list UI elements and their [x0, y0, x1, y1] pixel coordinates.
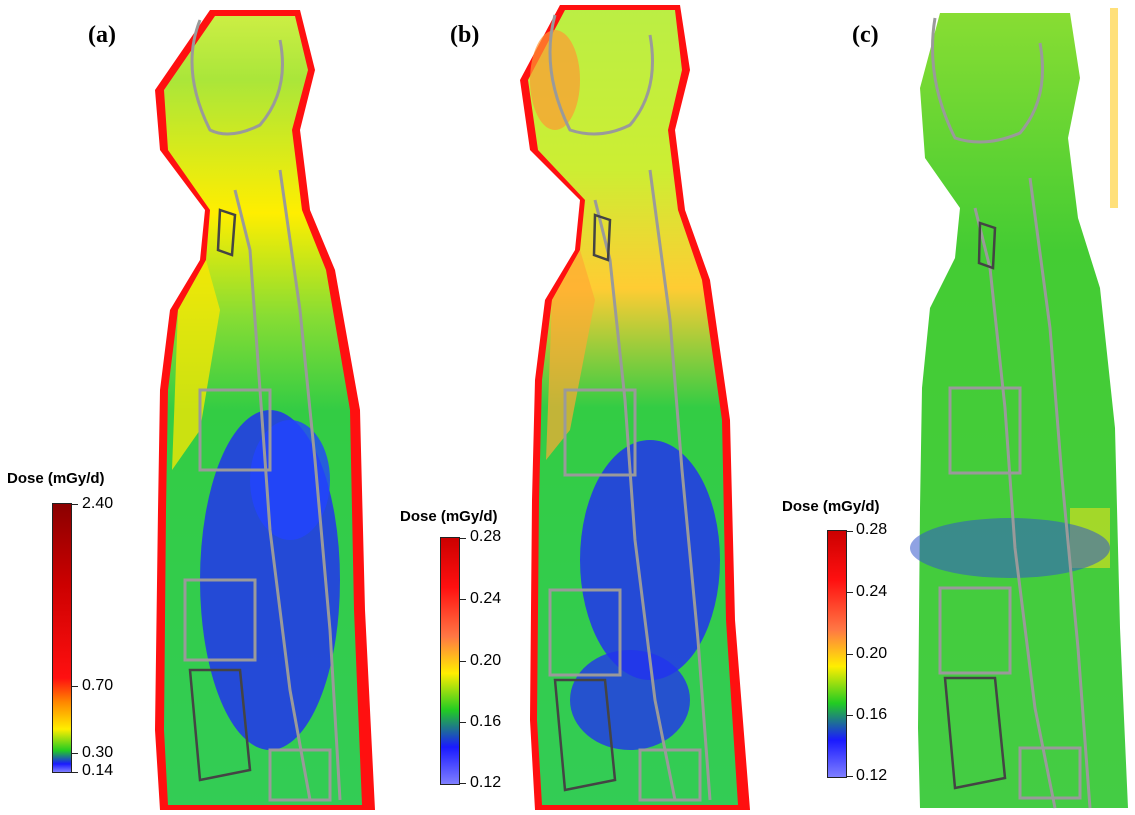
panel-c-tick-2: 0.20: [856, 645, 888, 662]
panel-c-tick-1: 0.24: [856, 583, 888, 600]
panel-c-low-dose-region: [910, 518, 1110, 578]
panel-b-tick-0: 0.28: [470, 528, 502, 545]
panel-a-label: (a): [88, 22, 116, 48]
panel-a-colorbar: [52, 503, 72, 773]
panel-a: (a): [0, 0, 380, 815]
panel-b-tick-3: 0.16: [470, 713, 502, 730]
panel-a-tick-2: 0.30: [82, 744, 114, 761]
panel-c-colorbar: [827, 530, 847, 778]
panel-a-dose-map: [155, 10, 375, 810]
panel-b-tick-1: 0.24: [470, 590, 502, 607]
panel-c-tick-0: 0.28: [856, 521, 888, 538]
panel-a-tick-3: 0.14: [82, 762, 114, 779]
panel-b: (b) Dose (mGy/d: [380, 0, 760, 815]
panel-a-tick-0: 2.40: [82, 495, 114, 512]
panel-c-tick-4: 0.12: [856, 767, 888, 784]
panel-c-organ-contours: [931, 17, 1092, 809]
panel-c-label: (c): [852, 22, 879, 48]
panel-a-colorbar-title: Dose (mGy/d): [7, 470, 105, 487]
panel-b-tick-2: 0.20: [470, 652, 502, 669]
panel-c-tick-3: 0.16: [856, 706, 888, 723]
panel-c-colorbar-title: Dose (mGy/d): [782, 498, 880, 515]
panel-a-organ-contours: [183, 19, 342, 802]
panel-b-tick-4: 0.12: [470, 774, 502, 791]
panel-b-colorbar-title: Dose (mGy/d): [400, 508, 498, 525]
panel-a-tick-1: 0.70: [82, 677, 114, 694]
panel-c: (c) Dose (mGy/d) 0.28 0.24: [760, 0, 1135, 815]
panel-c-dose-map: [910, 8, 1128, 809]
panel-b-dose-map: [520, 5, 750, 810]
panel-b-colorbar: [440, 537, 460, 785]
panel-b-label: (b): [450, 22, 480, 48]
